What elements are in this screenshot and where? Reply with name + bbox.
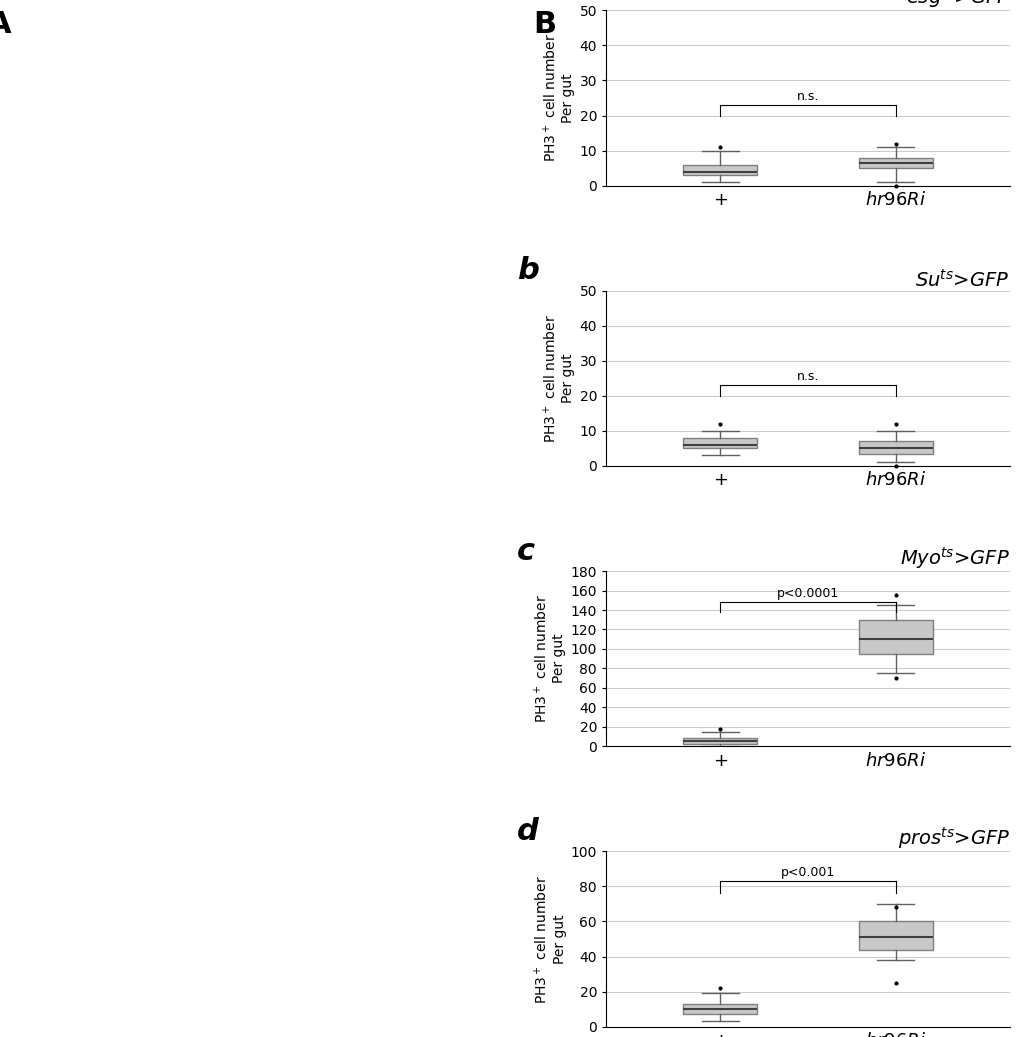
Text: Myo$^{ts}$>GFP: Myo$^{ts}$>GFP <box>899 545 1009 571</box>
Text: d: d <box>517 817 539 846</box>
Y-axis label: PH3$^+$ cell number
Per gut: PH3$^+$ cell number Per gut <box>533 874 566 1004</box>
PathPatch shape <box>683 1004 756 1014</box>
Y-axis label: PH3$^+$ cell number
Per gut: PH3$^+$ cell number Per gut <box>541 314 575 443</box>
Text: p<0.001: p<0.001 <box>781 866 835 879</box>
PathPatch shape <box>683 438 756 448</box>
Text: esg$^{ts}$>GFP: esg$^{ts}$>GFP <box>905 0 1009 10</box>
Y-axis label: PH3$^+$ cell number
Per gut: PH3$^+$ cell number Per gut <box>541 33 575 163</box>
Text: n.s.: n.s. <box>796 90 818 103</box>
Text: A: A <box>0 10 11 39</box>
PathPatch shape <box>683 165 756 175</box>
Text: pros$^{ts}$>GFP: pros$^{ts}$>GFP <box>897 825 1009 851</box>
PathPatch shape <box>858 442 931 453</box>
Text: a: a <box>517 0 537 5</box>
PathPatch shape <box>858 620 931 653</box>
Text: n.s.: n.s. <box>796 370 818 384</box>
Text: B: B <box>533 10 556 39</box>
Text: Su$^{ts}$>GFP: Su$^{ts}$>GFP <box>915 269 1009 290</box>
PathPatch shape <box>858 158 931 168</box>
Y-axis label: PH3$^+$ cell number
Per gut: PH3$^+$ cell number Per gut <box>532 594 566 723</box>
PathPatch shape <box>858 922 931 950</box>
Text: b: b <box>517 256 539 285</box>
Text: p<0.0001: p<0.0001 <box>776 587 839 600</box>
PathPatch shape <box>683 738 756 745</box>
Text: c: c <box>517 537 535 566</box>
